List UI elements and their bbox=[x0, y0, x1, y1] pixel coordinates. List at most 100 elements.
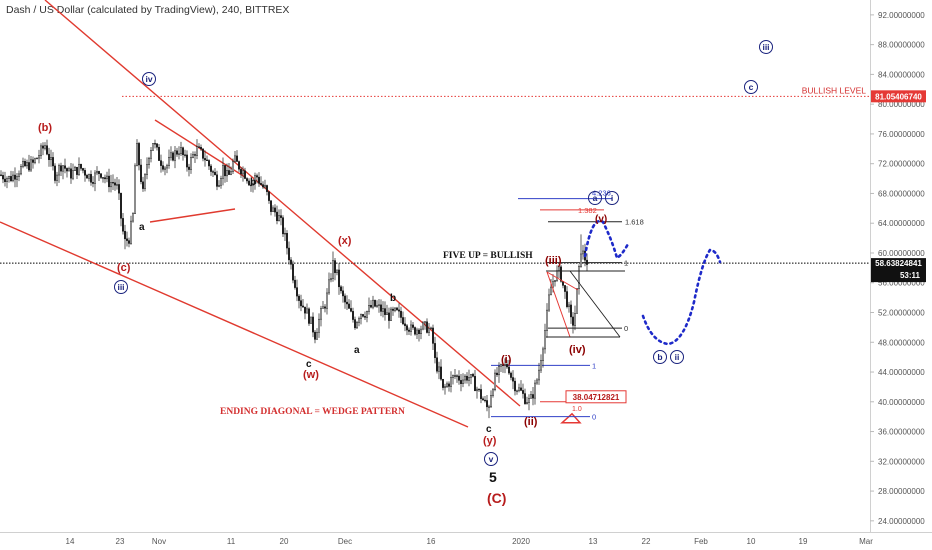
candle bbox=[188, 163, 190, 177]
candle bbox=[258, 172, 260, 187]
candle bbox=[54, 163, 56, 184]
time-tick-label: 2020 bbox=[512, 537, 530, 546]
wave-label-iii-paren: (iii) bbox=[545, 255, 562, 267]
svg-text:a: a bbox=[593, 193, 598, 203]
candle bbox=[266, 184, 268, 196]
candle bbox=[510, 371, 512, 381]
candle bbox=[540, 354, 542, 373]
fib-retracement-levels[interactable]: 1 38.04712821 1.0 0 bbox=[491, 361, 627, 424]
projection-path-b-c bbox=[641, 248, 722, 346]
candle bbox=[16, 172, 18, 188]
candle bbox=[288, 241, 290, 265]
candle bbox=[10, 170, 12, 183]
wave-label-v-paren: (v) bbox=[595, 214, 607, 225]
wave-label-C-paren: (C) bbox=[487, 490, 506, 506]
candle bbox=[118, 179, 120, 200]
candle bbox=[116, 176, 118, 190]
candle bbox=[476, 386, 478, 399]
bullish-level-label: BULLISH LEVEL bbox=[802, 85, 867, 95]
candle bbox=[236, 150, 238, 162]
candle bbox=[422, 321, 424, 331]
time-tick-label: 20 bbox=[280, 537, 289, 546]
candle bbox=[124, 224, 126, 250]
candle bbox=[332, 251, 334, 282]
price-tick-label: 88.00000000 bbox=[878, 41, 925, 50]
candle bbox=[100, 173, 102, 180]
candle bbox=[216, 170, 218, 191]
wave-circle-i: i bbox=[605, 191, 619, 205]
candle bbox=[196, 139, 198, 160]
candle bbox=[230, 166, 232, 176]
candle bbox=[458, 370, 460, 385]
candle bbox=[96, 166, 98, 176]
candle bbox=[8, 175, 10, 183]
candle bbox=[472, 372, 474, 378]
candle bbox=[336, 269, 338, 276]
candle bbox=[344, 293, 346, 309]
candle bbox=[352, 307, 354, 323]
wave-labels: (b) (c) (x) (w) (i) (ii) (y) (iii) (iv) … bbox=[38, 122, 607, 506]
candle bbox=[362, 313, 364, 318]
candle bbox=[210, 164, 212, 176]
svg-text:v: v bbox=[489, 454, 494, 464]
wave-label-i-paren: (i) bbox=[501, 354, 512, 366]
wave-circle-c-future: c bbox=[744, 80, 758, 94]
candle bbox=[26, 159, 28, 169]
candle bbox=[142, 176, 144, 192]
candle bbox=[262, 181, 264, 189]
candle bbox=[354, 316, 356, 330]
candle bbox=[568, 301, 570, 313]
candle bbox=[114, 178, 116, 191]
candle bbox=[518, 383, 520, 393]
price-tick-label: 56.00000000 bbox=[878, 279, 925, 288]
candle bbox=[424, 321, 426, 330]
candle bbox=[220, 175, 222, 189]
candle bbox=[176, 147, 178, 157]
candle bbox=[40, 143, 42, 160]
candle bbox=[482, 396, 484, 401]
candle bbox=[512, 370, 514, 390]
wave-label-c-small: c bbox=[306, 359, 312, 370]
candle bbox=[464, 374, 466, 384]
candle bbox=[416, 327, 418, 340]
candle bbox=[42, 142, 44, 156]
candle bbox=[132, 212, 134, 223]
candle bbox=[204, 150, 206, 167]
svg-text:c: c bbox=[749, 82, 754, 92]
candle bbox=[378, 298, 380, 313]
time-axis[interactable]: 14 23 Nov 11 20 Dec 16 2020 13 22 Feb 10 19 Mar bbox=[66, 537, 874, 546]
candle bbox=[208, 159, 210, 170]
candle bbox=[200, 144, 202, 151]
candle bbox=[224, 165, 226, 183]
price-tick-label: 48.00000000 bbox=[878, 338, 925, 347]
candle bbox=[582, 244, 584, 260]
candle bbox=[436, 351, 438, 374]
candle bbox=[578, 264, 580, 295]
candle bbox=[480, 384, 482, 404]
price-axis[interactable]: 92.00000000 88.00000000 84.00000000 80.0000… bbox=[870, 11, 925, 526]
candle bbox=[86, 173, 88, 179]
candle bbox=[48, 147, 50, 167]
candle bbox=[166, 163, 168, 174]
candle bbox=[542, 346, 544, 368]
candle bbox=[190, 153, 192, 174]
wave-circle-ii: ii bbox=[670, 350, 684, 364]
candle bbox=[550, 279, 552, 296]
candle bbox=[382, 301, 384, 318]
candle bbox=[58, 163, 60, 183]
candle bbox=[448, 381, 450, 392]
candle bbox=[506, 360, 508, 369]
candle bbox=[444, 383, 446, 395]
fib-extension-levels[interactable]: 4.236 1.382 1.618 1 0 bbox=[518, 189, 644, 333]
candle bbox=[488, 404, 490, 419]
candle bbox=[536, 378, 538, 385]
candle bbox=[244, 167, 246, 180]
svg-text:iii: iii bbox=[762, 42, 769, 52]
candle bbox=[94, 170, 96, 192]
candle bbox=[516, 389, 518, 395]
candle bbox=[574, 305, 576, 331]
candle bbox=[164, 166, 166, 176]
candle bbox=[418, 328, 420, 342]
candle bbox=[388, 307, 390, 329]
